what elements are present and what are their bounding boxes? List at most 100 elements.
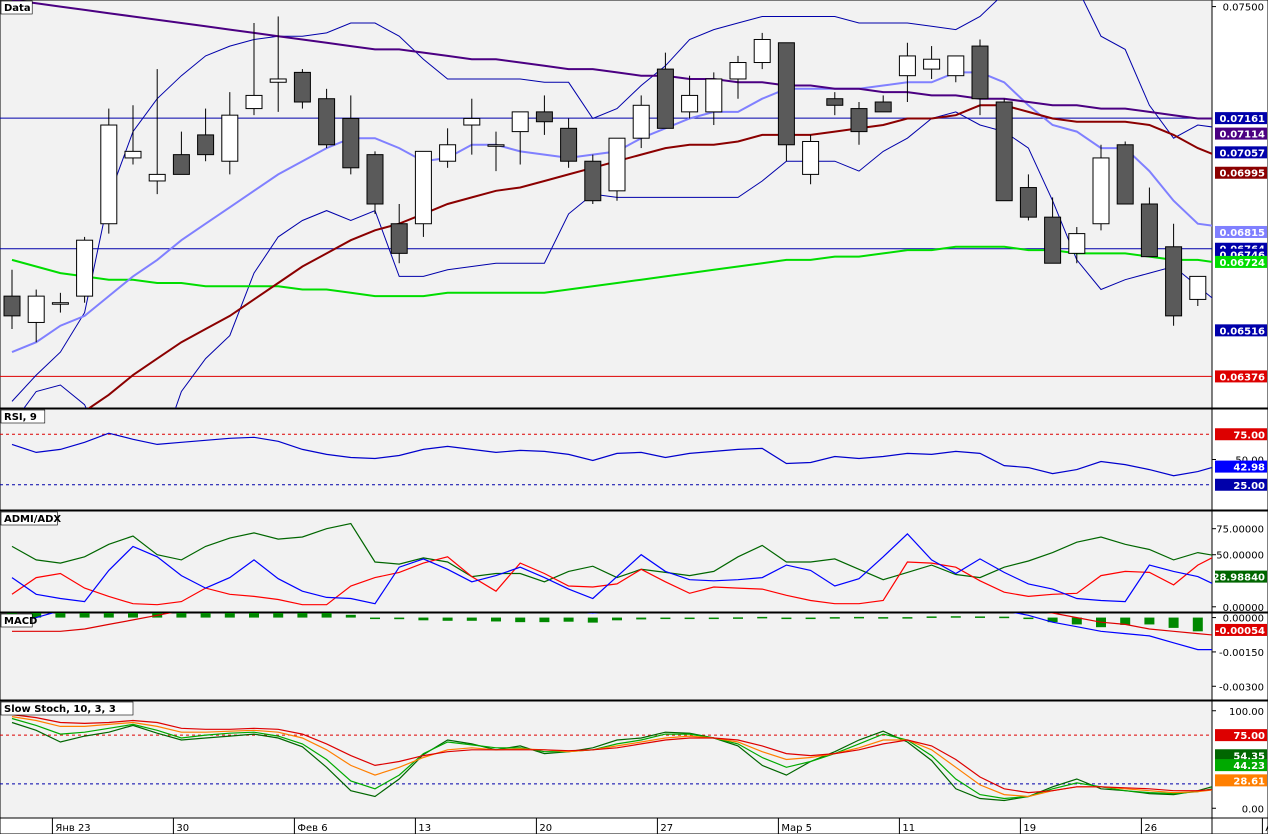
candle (1189, 275, 1207, 300)
candle (1092, 157, 1110, 225)
x-tick-label: 26 (1144, 823, 1157, 834)
value-tag-bg (1215, 570, 1267, 583)
panel-title-bg (0, 511, 58, 526)
macd-histogram-bar (297, 613, 308, 618)
candle (124, 150, 142, 159)
candle (584, 160, 602, 202)
candle (487, 144, 505, 147)
candle (923, 58, 941, 70)
panel-title: Slow Stoch, 10, 3, 3 (4, 704, 116, 715)
value-tag: 28.61 (1233, 776, 1265, 787)
panel-title: MACD (4, 616, 37, 627)
price-tag: 0.06995 (1219, 169, 1265, 180)
macd-histogram-bar (418, 617, 429, 621)
price-axis (1211, 510, 1268, 613)
candle (560, 127, 578, 162)
x-tick-label: Фев 6 (297, 823, 327, 834)
series-band-upper (11, 0, 1212, 402)
value-tag-bg (1215, 774, 1267, 787)
value-tag-bg (1215, 749, 1267, 762)
price-tag-bg (1215, 324, 1267, 337)
price-tag-bg (1215, 255, 1267, 268)
macd-histogram-bar (31, 613, 42, 618)
x-tick-label: 30 (176, 823, 189, 834)
candle (3, 295, 21, 317)
series-line (11, 721, 1212, 802)
x-tick-label: 11 (902, 823, 915, 834)
candle (608, 137, 626, 192)
price-tag: 0.06516 (1219, 326, 1265, 337)
candle (463, 117, 481, 126)
panel-title: ADMI/ADX (4, 514, 61, 525)
candle (318, 98, 336, 146)
macd-histogram-bar (733, 617, 743, 619)
candle (898, 55, 916, 77)
y-tick-label: -0.00150 (1219, 648, 1264, 659)
candle (753, 38, 771, 64)
panel-title: Data (4, 3, 31, 14)
candle (197, 134, 215, 156)
candle (148, 173, 166, 182)
x-tick-label: 27 (660, 823, 673, 834)
panel-title-bg (0, 613, 33, 628)
macd-histogram-bar (345, 614, 356, 618)
macd-histogram-bar (1168, 617, 1179, 628)
price-tag-bg (1215, 370, 1267, 383)
candle (1019, 187, 1037, 218)
panel-bg (0, 612, 1213, 701)
macd-histogram-bar (1144, 617, 1155, 625)
macd-histogram-bar (1023, 617, 1034, 620)
macd-histogram-bar (781, 617, 792, 620)
value-tag: 44.23 (1233, 761, 1265, 772)
candle (366, 154, 384, 205)
level-tag: 75.00 (1233, 430, 1265, 441)
x-tick-label: 13 (418, 823, 431, 834)
time-axis-corner (1211, 817, 1268, 834)
macd-histogram-bar (321, 613, 332, 618)
y-tick-label: -0.00300 (1219, 682, 1264, 693)
series-line (11, 432, 1212, 477)
y-tick-label: 75.00000 (1216, 525, 1264, 536)
macd-histogram-bar (55, 613, 66, 618)
macd-histogram-bar (491, 617, 501, 622)
macd-histogram-bar (176, 613, 187, 618)
price-tag-bg (1215, 166, 1267, 179)
candle (705, 78, 723, 113)
macd-histogram-bar (854, 616, 864, 619)
series-ma-slow (11, 0, 1212, 120)
series-line (11, 613, 1212, 651)
candle (826, 98, 844, 106)
price-tag: 0.06724 (1219, 258, 1265, 269)
panel-title-bg (0, 701, 134, 716)
time-axis: Янв 23 30 Фев 6 13 20 27 Мар 5 11 19 26 Апр 2 (0, 817, 1268, 834)
level-tag-bg (1215, 729, 1267, 742)
panel-title-bg (0, 0, 33, 15)
candle (874, 101, 892, 113)
macd-histogram-bar (466, 617, 477, 621)
y-tick-label: 50.00000 (1216, 551, 1264, 562)
macd-histogram-bar (273, 613, 284, 618)
macd-histogram-bar (878, 617, 889, 619)
macd-histogram-bar (1120, 617, 1131, 625)
price-tag: 0.06815 (1219, 228, 1265, 239)
x-tick-label: 19 (1023, 823, 1036, 834)
panel-plot-area (0, 0, 1212, 408)
price-tag: 0.07161 (1219, 114, 1265, 125)
macd-histogram-bar (926, 616, 937, 618)
price-tag-bg (1215, 127, 1267, 140)
macd-histogram-bar (660, 617, 671, 620)
candle (777, 42, 795, 146)
candle (802, 140, 820, 175)
series-line (11, 533, 1212, 605)
x-tick-label: Мар 5 (781, 823, 812, 834)
price-tag: 0.06376 (1219, 372, 1265, 383)
series-line (11, 717, 1212, 800)
price-tag-bg (1215, 225, 1267, 238)
value-tag: 28.98840 (1212, 573, 1265, 584)
panel-title: RSI, 9 (4, 412, 37, 423)
macd-histogram-bar (539, 617, 550, 623)
candle (342, 117, 360, 169)
